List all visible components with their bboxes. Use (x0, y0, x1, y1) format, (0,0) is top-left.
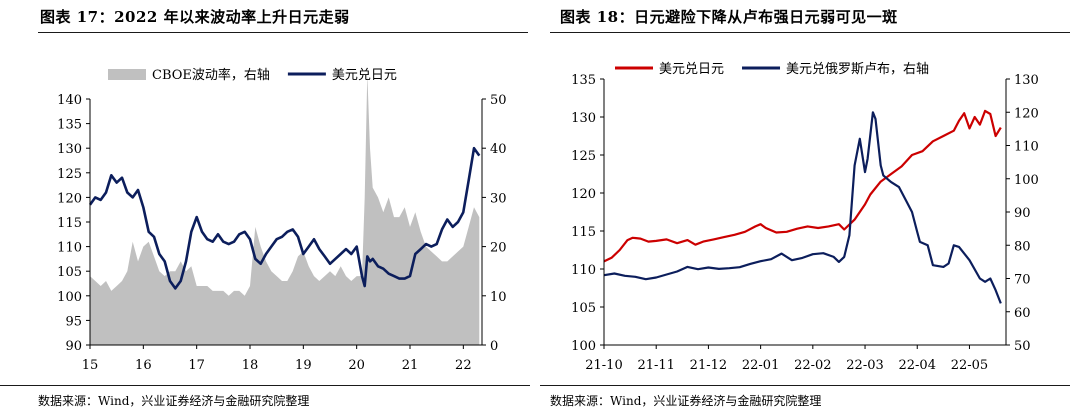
figure-17: 图表 17：2022 年以来波动率上升日元走弱 90 95 100 105 110 115… (0, 8, 530, 408)
x-tick-label: 16 (135, 358, 152, 373)
x-tick-label: 22-04 (899, 358, 936, 373)
x-tick-label: 22-05 (951, 358, 988, 373)
title-rule (550, 32, 1070, 33)
y-left-tick-label: 100 (571, 339, 596, 354)
series-area-0 (90, 74, 480, 346)
source-note: 数据来源：Wind，兴业证券经济与金融研究院整理 (550, 394, 822, 408)
x-tick-label: 21-12 (690, 358, 727, 373)
x-tick-label: 18 (242, 358, 259, 373)
y-left-tick-label: 125 (57, 167, 82, 182)
series-line-0 (603, 109, 1002, 263)
y-left-tick-label: 100 (57, 290, 82, 305)
y-right-tick-label: 60 (1014, 306, 1031, 321)
x-tick-label: 21-11 (637, 358, 674, 373)
y-right-tick-label: 0 (490, 339, 498, 354)
y-left-tick-label: 110 (57, 241, 82, 256)
y-right-tick-label: 50 (1014, 339, 1031, 354)
y-right-tick-label: 120 (1014, 106, 1039, 121)
y-right-tick-label: 100 (1014, 173, 1039, 188)
x-tick-label: 19 (295, 358, 312, 373)
figure-18: 图表 18：日元避险下降从卢布强日元弱可见一斑 100 105 110 115 120 1… (540, 0, 1080, 417)
volatility-jpy-chart: 90 95 100 105 110 115 120 125 130 135 140 0 10 20 30 40… (57, 67, 507, 373)
y-left-tick-label: 115 (571, 225, 596, 240)
y-left-tick-label: 105 (571, 301, 596, 316)
legend-swatch (108, 69, 146, 80)
y-left-tick-label: 105 (57, 265, 82, 280)
x-tick-label: 15 (82, 358, 99, 373)
y-left-tick-label: 115 (57, 216, 82, 231)
x-tick-label: 21 (402, 358, 419, 373)
y-left-tick-label: 95 (65, 314, 82, 329)
source-note: 数据来源：Wind，兴业证券经济与金融研究院整理 (38, 394, 310, 408)
legend-label: 美元兑日元 (659, 62, 724, 77)
figure-title: 图表 17：2022 年以来波动率上升日元走弱 (40, 8, 350, 26)
y-right-tick-label: 10 (490, 290, 507, 305)
y-right-tick-label: 50 (490, 93, 507, 108)
y-left-tick-label: 110 (571, 263, 596, 278)
y-left-tick-label: 130 (57, 142, 82, 157)
y-right-tick-label: 30 (490, 191, 507, 206)
title-rule (38, 32, 528, 33)
y-left-tick-label: 140 (57, 93, 82, 108)
y-left-tick-label: 135 (57, 118, 82, 133)
source-rule (540, 385, 1070, 386)
y-left-tick-label: 135 (571, 73, 596, 88)
y-right-tick-label: 70 (1014, 273, 1031, 288)
y-right-tick-label: 80 (1014, 239, 1031, 254)
y-left-tick-label: 120 (57, 191, 82, 206)
legend-label: 美元兑日元 (332, 68, 397, 83)
x-tick-label: 22 (455, 358, 472, 373)
y-left-tick-label: 125 (571, 149, 596, 164)
y-left-tick-label: 130 (571, 111, 596, 126)
y-left-tick-label: 90 (65, 339, 82, 354)
figure-title: 图表 18：日元避险下降从卢布强日元弱可见一斑 (560, 8, 898, 26)
y-right-tick-label: 40 (490, 142, 507, 157)
y-right-tick-label: 110 (1014, 140, 1039, 155)
x-tick-label: 21-10 (585, 358, 622, 373)
x-tick-label: 22-01 (742, 358, 779, 373)
series-line-1 (88, 146, 481, 290)
x-tick-label: 17 (188, 358, 205, 373)
y-right-tick-label: 130 (1014, 73, 1039, 88)
legend-label: CBOE波动率，右轴 (152, 67, 270, 83)
source-rule (0, 385, 530, 386)
x-tick-label: 22-03 (846, 358, 883, 373)
series-line-1 (603, 111, 1002, 304)
x-tick-label: 22-02 (794, 358, 831, 373)
jpy-rub-chart: 100 105 110 115 120 125 130 135 50 60 70 80 90 100 110… (571, 61, 1039, 373)
y-right-tick-label: 90 (1014, 206, 1031, 221)
y-right-tick-label: 20 (490, 241, 507, 256)
x-tick-label: 20 (348, 358, 365, 373)
legend-label: 美元兑俄罗斯卢布，右轴 (786, 61, 929, 77)
y-left-tick-label: 120 (571, 187, 596, 202)
